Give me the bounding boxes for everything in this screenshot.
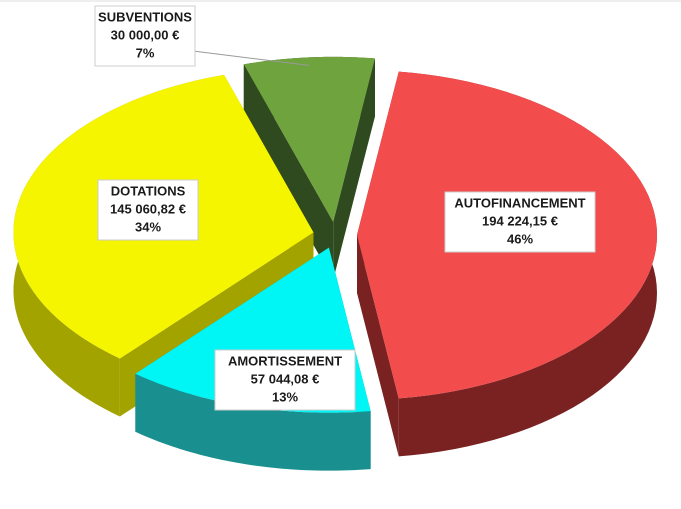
percent-label: 34% xyxy=(135,219,161,234)
percent-label: 7% xyxy=(136,45,155,60)
value-label: 57 044,08 € xyxy=(251,371,320,386)
label-box xyxy=(94,5,196,67)
slice xyxy=(243,56,375,280)
leader-line xyxy=(184,49,309,66)
label-box xyxy=(444,191,596,253)
value-label: 30 000,00 € xyxy=(111,27,180,42)
label-box xyxy=(97,179,199,241)
category-label: DOTATIONS xyxy=(111,183,186,198)
slice xyxy=(357,71,657,457)
slice-radial-wall xyxy=(357,235,399,457)
slice-outer-wall xyxy=(135,373,371,471)
category-label: SUBVENTIONS xyxy=(98,9,192,24)
value-label: 145 060,82 € xyxy=(110,201,186,216)
value-label: 194 224,15 € xyxy=(482,213,558,228)
percent-label: 13% xyxy=(272,389,298,404)
slice-top xyxy=(243,56,375,222)
category-label: AUTOFINANCEMENT xyxy=(454,195,585,210)
percent-label: 46% xyxy=(507,231,533,246)
label-box xyxy=(214,349,356,411)
category-label: AMORTISSEMENT xyxy=(228,353,342,368)
